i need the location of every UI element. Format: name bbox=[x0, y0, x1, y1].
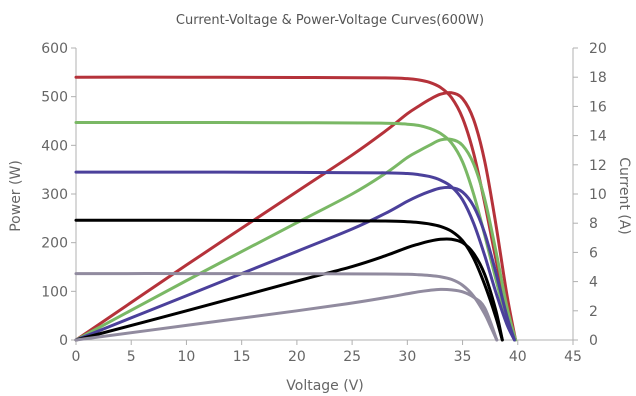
y2-tick-label: 14 bbox=[589, 129, 607, 145]
current-voltage-curve-6 bbox=[74, 218, 504, 342]
x-tick-label: 20 bbox=[288, 349, 306, 365]
x-tick-label: 45 bbox=[564, 349, 582, 365]
chart-title: Current-Voltage & Power-Voltage Curves(6… bbox=[176, 13, 484, 28]
y2-tick-label: 4 bbox=[589, 275, 598, 291]
x-tick-label: 0 bbox=[72, 349, 81, 365]
y2-tick-label: 0 bbox=[589, 333, 598, 349]
y-tick-label: 200 bbox=[41, 236, 68, 252]
y-tick-label: 100 bbox=[41, 284, 68, 300]
current-voltage-curve-0 bbox=[74, 75, 518, 342]
y-axis-label: Power (W) bbox=[8, 160, 24, 232]
y2-tick-label: 12 bbox=[589, 158, 607, 174]
x-tick-label: 40 bbox=[509, 349, 527, 365]
power-voltage-curve-5 bbox=[74, 185, 516, 342]
y2-tick-label: 20 bbox=[589, 41, 607, 57]
current-voltage-curve-8 bbox=[74, 272, 499, 342]
y-tick-label: 600 bbox=[41, 41, 68, 57]
y-tick-label: 0 bbox=[59, 333, 68, 349]
y2-axis-label: Current (A) bbox=[616, 157, 632, 235]
y2-tick-label: 18 bbox=[589, 70, 607, 86]
x-tick-label: 25 bbox=[343, 349, 361, 365]
y2-tick-label: 10 bbox=[589, 187, 607, 203]
y2-tick-label: 16 bbox=[589, 99, 607, 115]
series-group bbox=[74, 75, 518, 342]
y2-tick-label: 2 bbox=[589, 304, 598, 320]
tick-group: 0 5 10 15 20 25 30 35 40 45 0 100 200 300 400 500 600 0 2 4… bbox=[41, 41, 607, 365]
x-axis-label: Voltage (V) bbox=[286, 378, 363, 394]
current-voltage-curve-4 bbox=[74, 170, 516, 342]
y2-tick-label: 6 bbox=[589, 245, 598, 261]
power-voltage-curve-1 bbox=[74, 91, 518, 342]
power-voltage-curve-3 bbox=[74, 137, 518, 342]
x-tick-label: 15 bbox=[233, 349, 251, 365]
y-tick-label: 400 bbox=[41, 138, 68, 154]
power-voltage-curve-7 bbox=[74, 237, 504, 342]
x-tick-label: 5 bbox=[127, 349, 136, 365]
y-tick-label: 500 bbox=[41, 90, 68, 106]
power-voltage-curve-9 bbox=[74, 287, 499, 342]
x-tick-label: 30 bbox=[398, 349, 416, 365]
x-tick-label: 35 bbox=[454, 349, 472, 365]
y2-tick-label: 8 bbox=[589, 216, 598, 232]
x-tick-label: 10 bbox=[178, 349, 196, 365]
y-tick-label: 300 bbox=[41, 187, 68, 203]
